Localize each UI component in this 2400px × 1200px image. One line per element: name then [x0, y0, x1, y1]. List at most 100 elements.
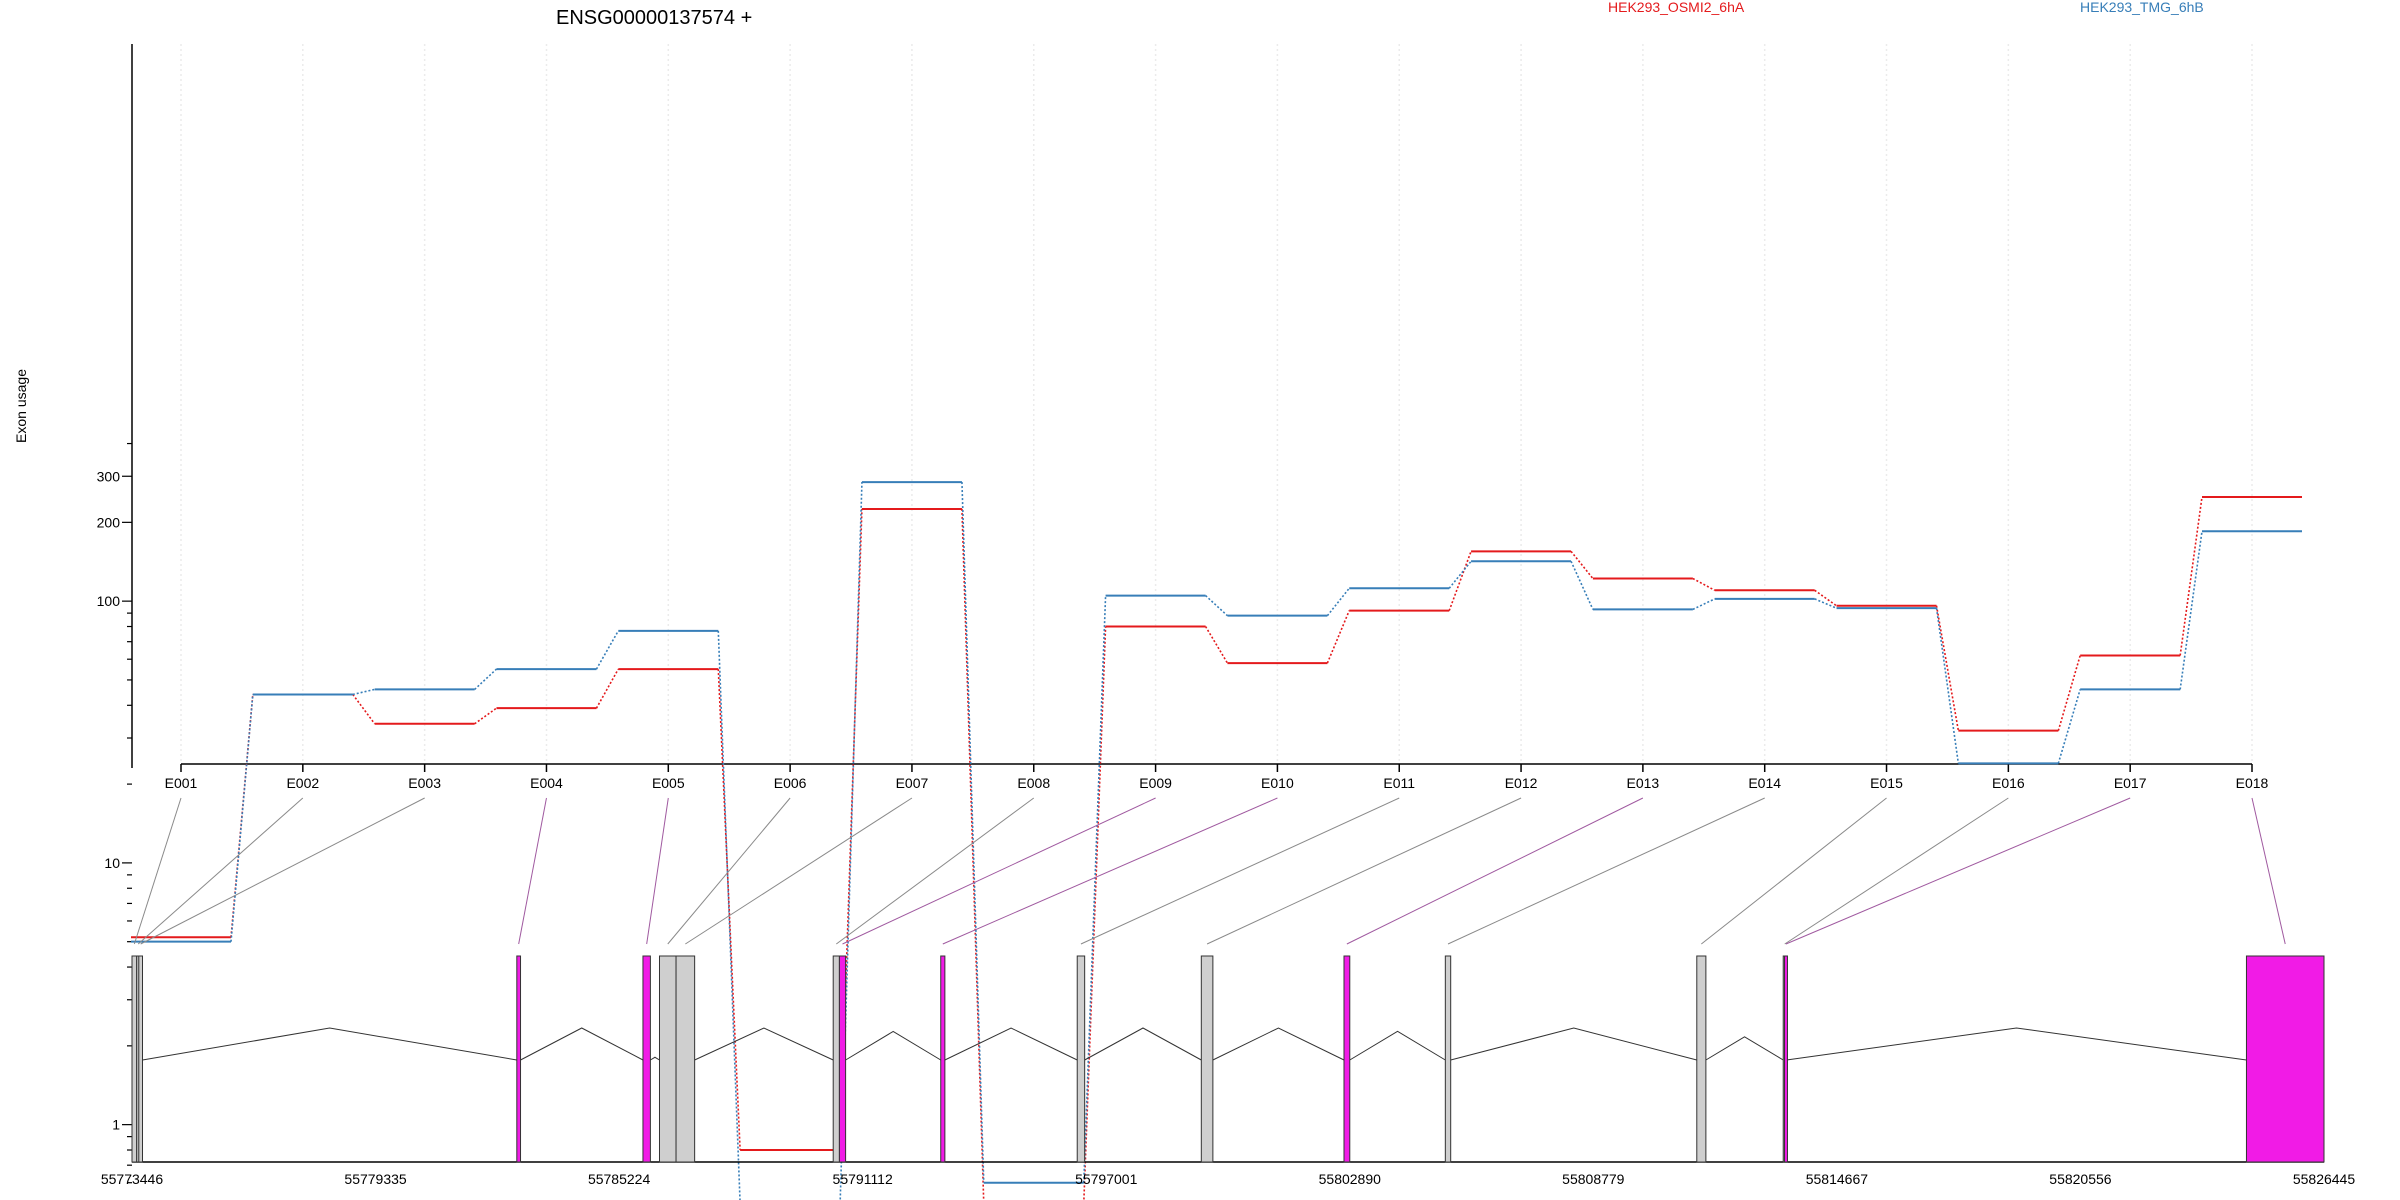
intron-line [142, 1027, 517, 1061]
connector-E015 [1701, 797, 1887, 945]
intron-line [1705, 1036, 1784, 1061]
gene-coordinate-label: 55797001 [1075, 1171, 1138, 1187]
chart-title: ENSG00000137574 + [556, 7, 752, 29]
series-connector [961, 482, 985, 1183]
x-tick-label: E004 [530, 775, 563, 791]
series-layer [131, 481, 2302, 1200]
y-axis: 1 10 100 200 300 [97, 44, 133, 1184]
intron-line [1349, 1030, 1446, 1061]
series-connector [1935, 608, 1960, 764]
series-connector [2179, 531, 2203, 690]
legend-entry-2: HEK293_TMG_6hB [2080, 0, 2204, 15]
series-connector [2179, 496, 2203, 656]
connector-E010 [942, 797, 1278, 945]
gene-coordinate-label: 55785224 [588, 1171, 651, 1187]
connector-E011 [1080, 797, 1400, 945]
exon-block-E007 [675, 955, 696, 1163]
connector-E018 [2251, 797, 2286, 945]
connector-E009 [842, 797, 1156, 945]
connector-E017 [1785, 797, 2131, 945]
series-connector [1204, 626, 1229, 664]
x-tick-label: E014 [1748, 775, 1781, 791]
series-connector [839, 508, 863, 1151]
exon-block-E015 [1696, 955, 1707, 1163]
exon-block-E009 [838, 955, 847, 1163]
exon-block-E012 [1200, 955, 1214, 1163]
intron-line [520, 1027, 644, 1061]
series-connector [1814, 589, 1837, 607]
x-tick-label: E013 [1627, 775, 1660, 791]
connector-E006 [667, 797, 791, 945]
series-connector [1205, 595, 1228, 617]
intron-line [1212, 1027, 1345, 1061]
exon-block-E014 [1444, 955, 1452, 1163]
series-connector [1570, 560, 1594, 610]
x-tick-label: E009 [1139, 775, 1172, 791]
series-connector [352, 688, 375, 696]
x-tick-label: E001 [165, 775, 198, 791]
exon-block-E001 [131, 955, 138, 1163]
intron-line [650, 1056, 660, 1061]
exon-block-E005 [642, 955, 651, 1163]
x-tick-label: E015 [1870, 775, 1903, 791]
connector-E002 [137, 797, 304, 945]
series-connector [717, 630, 741, 1200]
connector-E008 [836, 797, 1035, 945]
series-connector [2057, 655, 2081, 731]
intron-line [694, 1027, 834, 1061]
intron-line [1450, 1027, 1697, 1061]
intron-line [845, 1030, 941, 1061]
x-tick-label: E002 [286, 775, 319, 791]
series-connector [2057, 689, 2081, 764]
y-tick-label: 100 [97, 593, 121, 609]
x-tick-label: E018 [2236, 775, 2269, 791]
intron-line [944, 1027, 1078, 1061]
series-connector [595, 668, 619, 709]
exon-block-E006 [658, 955, 677, 1163]
connector-E007 [685, 797, 913, 945]
gene-coordinate-label: 55802890 [1319, 1171, 1382, 1187]
connector-E012 [1206, 797, 1522, 945]
series-1 [131, 495, 2302, 1200]
gene-coordinate-label: 55814667 [1806, 1171, 1869, 1187]
x-tick-label: E008 [1017, 775, 1050, 791]
gene-coordinate-label: 55820556 [2049, 1171, 2112, 1187]
series-connector [1083, 626, 1107, 1200]
vertical-grid [180, 44, 2253, 764]
x-tick-label: E007 [896, 775, 929, 791]
y-tick-label: 10 [104, 855, 120, 871]
gene-model: 55773446 55779335 55785224 55791112 55797001… [101, 955, 2355, 1187]
gene-coordinate-label: 55808779 [1562, 1171, 1625, 1187]
intron-line [1786, 1027, 2247, 1061]
exon-block-E013 [1343, 955, 1351, 1163]
intron-line [1084, 1027, 1202, 1061]
series-connector [1570, 550, 1594, 580]
legend-entry-1: HEK293_OSMI2_6hA [1608, 0, 1745, 15]
x-tick-label: E010 [1261, 775, 1294, 791]
series-connector [1448, 560, 1472, 589]
series-connector [1692, 598, 1716, 611]
exon-block-E004 [516, 955, 522, 1163]
x-tick-label: E016 [1992, 775, 2025, 791]
exon-block-E018 [2245, 955, 2325, 1163]
x-axis: E001 E002 E003 E004 E005 E006 E007 E008 E009 E010… [165, 763, 2269, 791]
series-connector [1692, 577, 1716, 592]
series-connector [1082, 595, 1107, 1183]
legend: HEK293_OSMI2_6hA HEK293_TMG_6hB [1608, 0, 2204, 15]
series-connector [1814, 598, 1837, 609]
series-connector [595, 630, 619, 670]
connector-E016 [1784, 797, 2009, 945]
y-axis-label: Exon usage [13, 369, 29, 443]
y-tick-label: 1 [112, 1117, 120, 1133]
connector-E001 [133, 797, 182, 945]
series-connector [1326, 610, 1350, 664]
gene-coordinate-label: 55779335 [344, 1171, 407, 1187]
x-tick-label: E012 [1505, 775, 1538, 791]
exon-block-E008 [832, 955, 840, 1163]
gene-coordinate-label: 55773446 [101, 1171, 164, 1187]
y-tick-label: 200 [97, 514, 121, 530]
series-connector [1326, 587, 1350, 617]
series-connector [1448, 551, 1472, 611]
exon-block-E010 [940, 955, 946, 1163]
